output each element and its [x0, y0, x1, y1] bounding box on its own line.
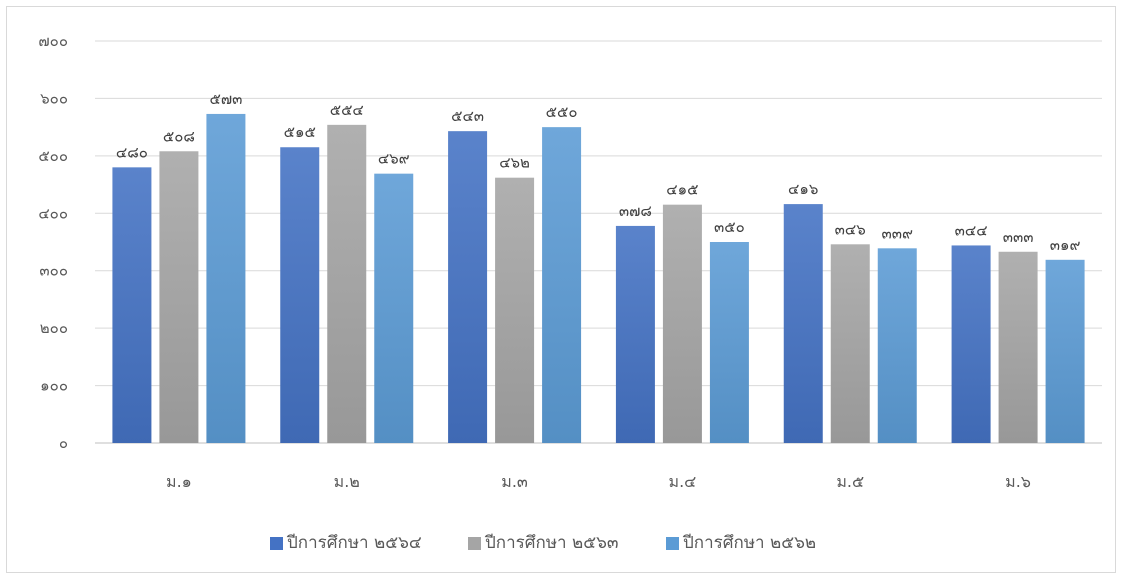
data-label: ๓๔๔: [955, 221, 988, 239]
data-label: ๕๔๓: [451, 107, 484, 125]
bar: [709, 242, 749, 443]
x-category-label: ม.๑: [166, 472, 192, 491]
x-category-label: ม.๔: [669, 472, 697, 491]
legend-swatch: [666, 537, 679, 550]
data-label: ๓๓๓: [1003, 228, 1034, 246]
bar: [877, 248, 917, 443]
data-label: ๕๕๐: [546, 103, 578, 121]
y-tick-label: ๒๐๐: [40, 319, 68, 337]
y-tick-label: ๔๐๐: [38, 204, 68, 222]
gridlines: [95, 40, 1102, 444]
bar: [1045, 259, 1085, 443]
bar: [159, 151, 199, 443]
y-axis-ticks: ๐ ๑๐๐ ๒๐๐ ๓๐๐ ๔๐๐ ๕๐๐ ๖๐๐ ๗๐๐: [38, 32, 68, 452]
data-label: ๔๑๕: [666, 181, 698, 199]
data-label: ๕๗๓: [209, 90, 242, 108]
data-label: ๕๐๘: [163, 127, 195, 145]
legend-swatch: [468, 537, 481, 550]
data-label: ๓๓๙: [882, 224, 914, 242]
y-tick-label: ๕๐๐: [38, 147, 68, 165]
bar: [112, 167, 152, 444]
data-label: ๓๕๐: [714, 218, 745, 236]
bar: [783, 204, 823, 443]
y-tick-label: ๓๐๐: [39, 262, 68, 280]
bar: [662, 204, 702, 443]
bar: [327, 124, 367, 444]
data-label: ๓๗๘: [619, 202, 652, 220]
y-tick-label: ๖๐๐: [40, 89, 68, 107]
bar: [615, 225, 655, 443]
x-category-label: ม.๕: [836, 472, 864, 491]
bar: [542, 127, 582, 444]
legend-label: ปีการศึกษา ๒๕๖๔: [286, 533, 422, 553]
bar: [206, 113, 246, 443]
legend-label: ปีการศึกษา ๒๕๖๒: [682, 533, 816, 553]
bars: [112, 113, 1085, 444]
y-tick-label: ๗๐๐: [38, 32, 68, 50]
bar: [448, 131, 488, 444]
bar: [951, 245, 991, 443]
x-axis-categories: ม.๑ ม.๒ ม.๓ ม.๔ ม.๕ ม.๖: [166, 472, 1031, 491]
legend-label: ปีการศึกษา ๒๕๖๓: [484, 533, 618, 553]
x-category-label: ม.๒: [334, 472, 360, 491]
x-category-label: ม.๓: [501, 472, 528, 491]
y-tick-label: ๐: [59, 434, 68, 452]
bar: [280, 147, 320, 443]
data-label: ๕๕๔: [330, 101, 364, 119]
legend-swatch: [270, 537, 283, 550]
x-category-label: ม.๖: [1005, 472, 1031, 491]
bar: [374, 173, 414, 443]
data-label: ๕๑๕: [284, 123, 316, 141]
y-tick-label: ๑๐๐: [40, 377, 68, 395]
data-label: ๔๑๖: [788, 180, 818, 198]
bar: [830, 244, 870, 443]
legend: ปีการศึกษา ๒๕๖๔ ปีการศึกษา ๒๕๖๓ ปีการศึกษา…: [270, 533, 816, 553]
data-label: ๔๖๙: [378, 150, 410, 168]
data-label: ๓๔๖: [835, 220, 866, 238]
bar: [495, 177, 535, 443]
data-label: ๓๑๙: [1050, 236, 1081, 254]
data-label: ๔๖๒: [499, 154, 530, 172]
data-label: ๔๘๐: [116, 143, 148, 161]
bar: [998, 251, 1038, 443]
